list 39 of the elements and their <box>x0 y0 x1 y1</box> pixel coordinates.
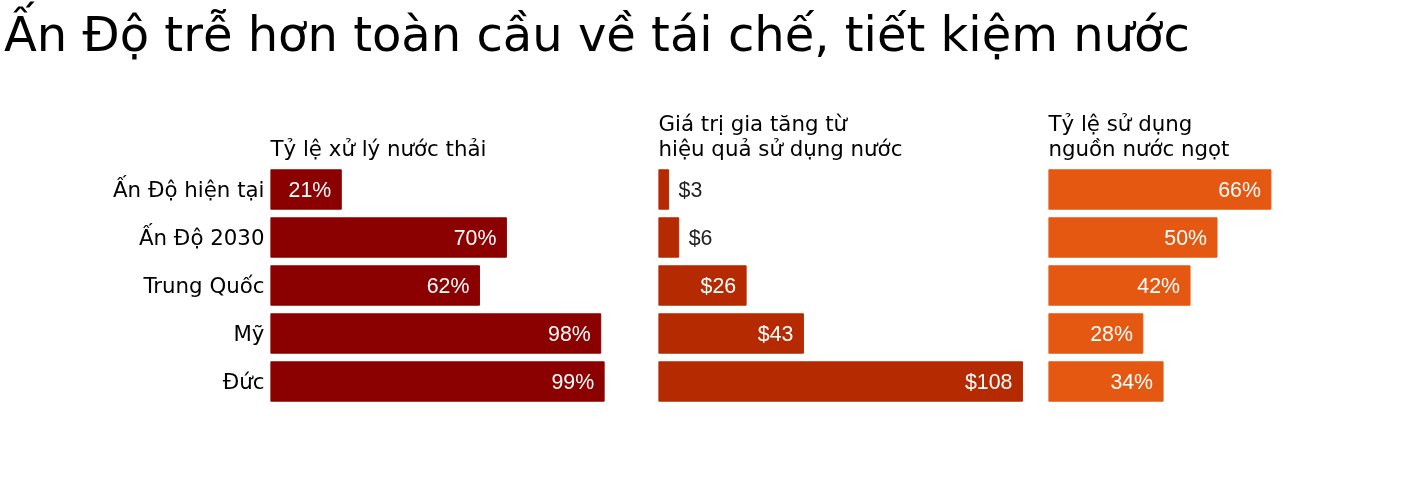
chart-subtitle: Tỷ lệ sử dụng nguồn nước ngọt <box>1047 110 1230 161</box>
bar <box>1048 313 1144 354</box>
data-label: 70% <box>453 225 497 250</box>
y-tick-label: Đức <box>222 369 265 394</box>
data-label: 66% <box>1218 177 1261 202</box>
data-label: $43 <box>757 321 794 346</box>
bar <box>1048 217 1218 258</box>
bar <box>270 217 507 258</box>
data-label: $3 <box>678 177 703 202</box>
data-label: $6 <box>688 225 713 250</box>
bar <box>1048 361 1164 402</box>
bar <box>270 361 605 402</box>
bar <box>658 217 680 258</box>
chart-subtitle: Giá trị gia tăng từ hiệu quả sử dụng nước <box>658 110 903 161</box>
data-label: 34% <box>1110 369 1154 394</box>
bar <box>1048 265 1191 306</box>
chart-title: Ấn Độ trễ hơn toàn cầu về tái chế, tiết kiệm nước <box>4 0 1190 64</box>
bar <box>658 265 747 306</box>
bar <box>658 313 804 354</box>
y-tick-label: Ấn Độ hiện tại <box>113 175 265 202</box>
data-label: 42% <box>1137 273 1181 298</box>
y-tick-label: Trung Quốc <box>142 273 265 298</box>
bar <box>270 265 480 306</box>
data-label: 62% <box>426 273 470 298</box>
data-label: $26 <box>700 273 737 298</box>
bar <box>658 361 1023 402</box>
bar <box>1048 169 1272 210</box>
bar <box>270 169 342 210</box>
data-label: 50% <box>1164 225 1208 250</box>
bar <box>270 313 602 354</box>
bar <box>658 169 670 210</box>
y-tick-label: Ấn Độ 2030 <box>138 223 265 250</box>
data-label: $108 <box>965 369 1013 394</box>
data-label: 98% <box>548 321 591 346</box>
data-label: 28% <box>1090 321 1133 346</box>
data-label: 21% <box>288 177 332 202</box>
data-label: 99% <box>551 369 595 394</box>
y-tick-label: Mỹ <box>233 321 265 346</box>
chart-subtitle: Tỷ lệ xử lý nước thải <box>269 135 487 161</box>
